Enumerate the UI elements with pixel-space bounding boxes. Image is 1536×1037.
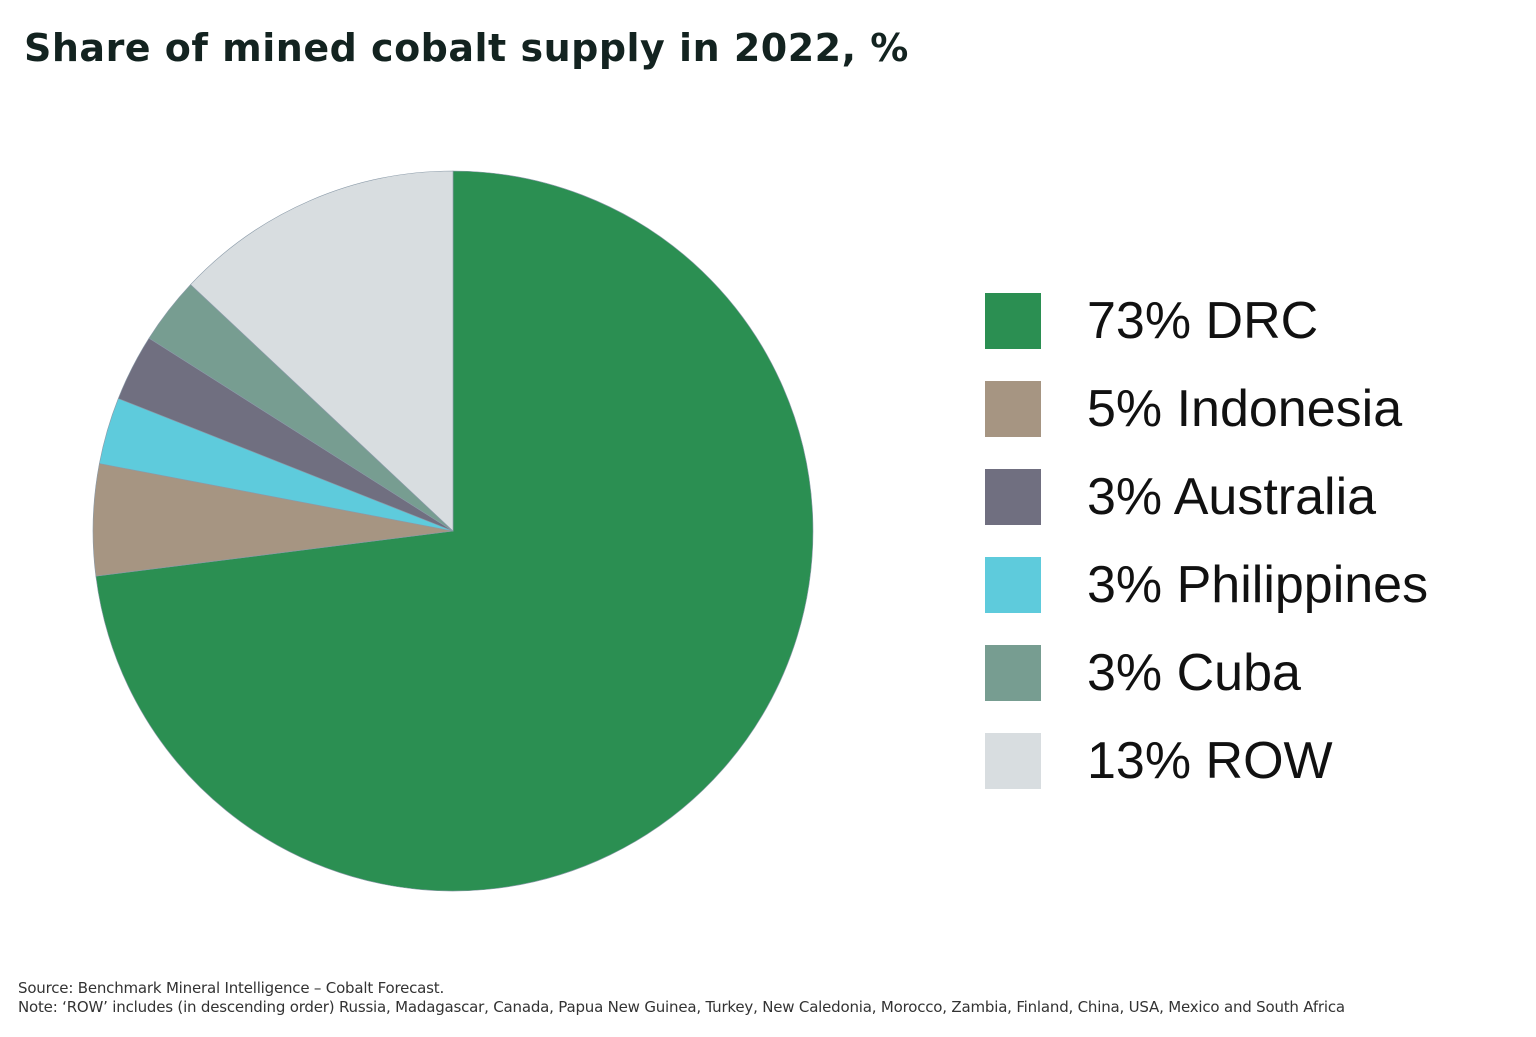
legend-label: 3% Cuba [1087, 644, 1301, 702]
legend-swatch [985, 645, 1041, 701]
pie-slice-row [190, 170, 454, 532]
chart-title: Share of mined cobalt supply in 2022, % [24, 26, 909, 70]
legend-swatch [985, 469, 1041, 525]
footnote: Note: ‘ROW’ includes (in descending orde… [18, 998, 1345, 1016]
legend-label: 3% Australia [1087, 468, 1377, 526]
pie-chart [92, 170, 814, 892]
legend-item-row: 13% ROW [985, 732, 1428, 790]
legend-swatch [985, 733, 1041, 789]
legend-label: 73% DRC [1087, 292, 1319, 350]
pie-slice-drc [95, 170, 814, 892]
legend-item-philippines: 3% Philippines [985, 556, 1429, 614]
legend-item-cuba: 3% Cuba [985, 644, 1428, 702]
legend-item-drc: 73% DRC [985, 292, 1428, 350]
legend-swatch [985, 381, 1041, 437]
legend: 73% DRC 5% Indonesia 3% Australia 3% Philip… [985, 292, 1429, 821]
legend-swatch [985, 293, 1041, 349]
legend-label: 13% ROW [1087, 732, 1333, 790]
legend-swatch [985, 557, 1041, 613]
legend-label: 3% Philippines [1087, 556, 1429, 614]
legend-label: 5% Indonesia [1087, 380, 1403, 438]
legend-item-indonesia: 5% Indonesia [985, 380, 1428, 438]
legend-item-australia: 3% Australia [985, 468, 1428, 526]
source-note: Source: Benchmark Mineral Intelligence –… [18, 979, 445, 997]
